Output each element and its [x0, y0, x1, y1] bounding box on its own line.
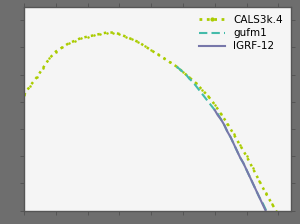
Legend: CALS3k.4, gufm1, IGRF-12: CALS3k.4, gufm1, IGRF-12 — [196, 12, 286, 54]
